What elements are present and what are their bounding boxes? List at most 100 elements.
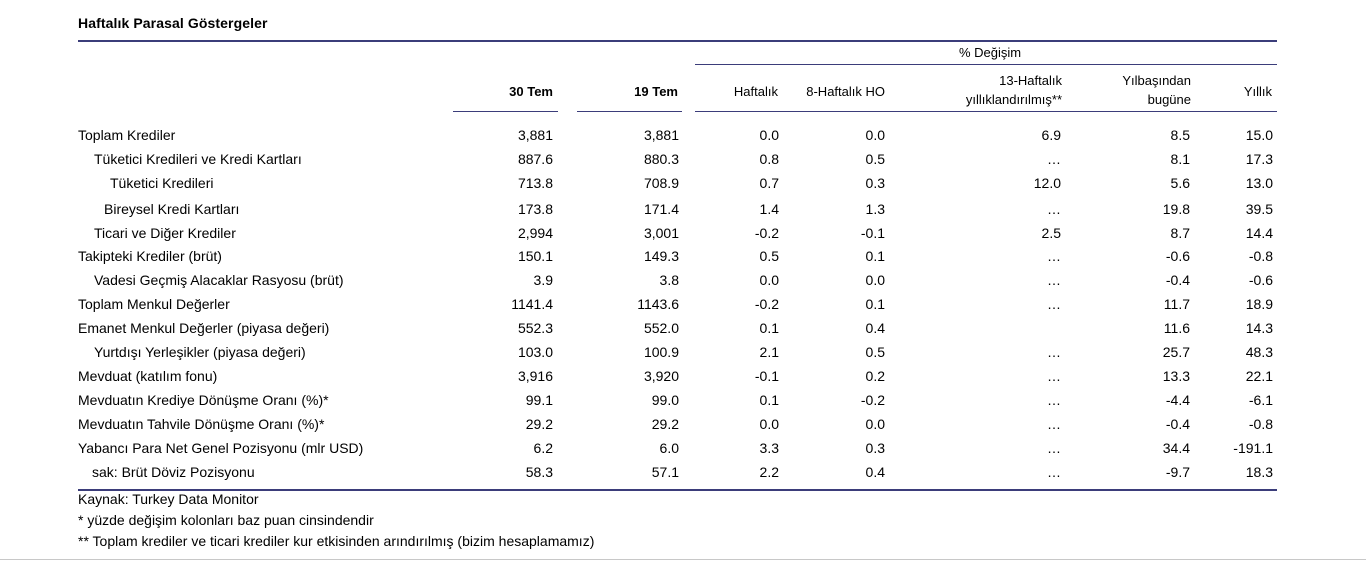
- table-row: Tüketici Kredileri 713.8 708.9 0.7 0.3 12.0 5.…: [0, 175, 1366, 195]
- table-row: Ticari ve Diğer Krediler 2,994 3,001 -0.2 -0…: [0, 225, 1366, 245]
- cell-ytd: 11.6: [1163, 320, 1190, 336]
- cell-v1: 3,881: [517, 127, 553, 143]
- cell-h8: 0.3: [865, 440, 885, 456]
- header-ytd-line1: Yılbaşından: [1122, 73, 1191, 88]
- row-label: Yabancı Para Net Genel Pozisyonu (mlr US…: [78, 440, 364, 456]
- cell-h8: -0.2: [860, 392, 885, 408]
- cell-w: -0.2: [754, 225, 779, 241]
- table-row: Bireysel Kredi Kartları 173.8 171.4 1.4 1.3 ……: [0, 201, 1366, 221]
- cell-h13: 12.0: [1033, 175, 1061, 191]
- cell-h8: 1.3: [865, 201, 885, 217]
- cell-y: 14.4: [1245, 225, 1273, 241]
- header-yillik: Yıllık: [1243, 84, 1272, 99]
- cell-v2: 171.4: [643, 201, 679, 217]
- cell-h8: -0.1: [860, 225, 885, 241]
- cell-y: 39.5: [1245, 201, 1273, 217]
- cell-h8: 0.1: [865, 296, 885, 312]
- cell-ytd: 34.4: [1162, 440, 1190, 456]
- cell-y: 14.3: [1245, 320, 1273, 336]
- table-row: Tüketici Kredileri ve Kredi Kartları 887.…: [0, 151, 1366, 171]
- cell-ytd: 13.3: [1162, 368, 1190, 384]
- cell-v2: 1143.6: [637, 296, 679, 312]
- cell-w: 0.7: [759, 175, 779, 191]
- cell-v2: 3,881: [643, 127, 679, 143]
- cell-ytd: 19.8: [1162, 201, 1190, 217]
- table-row: Yabancı Para Net Genel Pozisyonu (mlr US…: [0, 440, 1366, 460]
- cell-h13: 6.9: [1041, 127, 1061, 143]
- row-label: Vadesi Geçmiş Alacaklar Rasyosu (brüt): [94, 272, 344, 288]
- cell-w: 2.2: [759, 464, 779, 480]
- table-row: Vadesi Geçmiş Alacaklar Rasyosu (brüt) 3.…: [0, 272, 1366, 292]
- header-percent-change: % Değişim: [958, 45, 1022, 60]
- cell-h8: 0.1: [865, 248, 885, 264]
- header-underline-19tem: [577, 111, 682, 112]
- cell-w: 0.1: [759, 320, 779, 336]
- cell-h8: 0.0: [865, 272, 885, 288]
- cell-v2: 880.3: [643, 151, 679, 167]
- header-underline-change: [695, 111, 1277, 112]
- cell-h8: 0.5: [865, 151, 885, 167]
- cell-v2: 149.3: [643, 248, 679, 264]
- table-row: Mevduat (katılım fonu) 3,916 3,920 -0.1 0.2 ……: [0, 368, 1366, 388]
- cell-w: 0.8: [759, 151, 779, 167]
- cell-h8: 0.5: [865, 344, 885, 360]
- top-rule: [78, 40, 1277, 42]
- cell-h8: 0.4: [865, 320, 885, 336]
- cell-h13: …: [1047, 416, 1061, 432]
- cell-h13: …: [1047, 440, 1061, 456]
- cell-ytd: 25.7: [1162, 344, 1190, 360]
- cell-v1: 150.1: [517, 248, 553, 264]
- row-label: Mevduatın Krediye Dönüşme Oranı (%)*: [78, 392, 329, 408]
- cell-v1: 103.0: [517, 344, 553, 360]
- cell-y: 18.9: [1245, 296, 1273, 312]
- cell-h13: …: [1047, 151, 1061, 167]
- cell-v1: 2,994: [517, 225, 553, 241]
- header-30tem: 30 Tem: [509, 84, 553, 99]
- cell-w: 3.3: [759, 440, 779, 456]
- cell-h8: 0.4: [865, 464, 885, 480]
- cell-h8: 0.0: [865, 416, 885, 432]
- row-label: Toplam Menkul Değerler: [78, 296, 230, 312]
- cell-h13: …: [1047, 201, 1061, 217]
- cell-h13: …: [1047, 368, 1061, 384]
- cell-v2: 100.9: [643, 344, 679, 360]
- row-label: Tüketici Kredileri: [110, 175, 214, 191]
- cell-w: 0.1: [759, 392, 779, 408]
- cell-h8: 0.3: [865, 175, 885, 191]
- cell-v1: 3,916: [517, 368, 553, 384]
- cell-h13: …: [1047, 296, 1061, 312]
- table-row: Yurtdışı Yerleşikler (piyasa değeri) 103.…: [0, 344, 1366, 364]
- row-label: Mevduat (katılım fonu): [78, 368, 218, 384]
- table-row: sak: Brüt Döviz Pozisyonu 58.3 57.1 2.2 0.4 ……: [0, 464, 1366, 484]
- cell-v1: 552.3: [517, 320, 553, 336]
- row-label: Ticari ve Diğer Krediler: [94, 225, 236, 241]
- header-ytd-line2: bugüne: [1147, 92, 1191, 107]
- footnote-1: * yüzde değişim kolonları baz puan cinsi…: [78, 512, 374, 528]
- cell-v1: 713.8: [517, 175, 553, 191]
- cell-y: -0.8: [1248, 416, 1273, 432]
- page-bottom-border: [0, 559, 1366, 560]
- cell-h8: 0.0: [865, 127, 885, 143]
- cell-v2: 29.2: [651, 416, 679, 432]
- cell-w: 0.0: [759, 416, 779, 432]
- cell-y: -6.1: [1248, 392, 1273, 408]
- cell-w: 1.4: [759, 201, 779, 217]
- table-row: Toplam Menkul Değerler 1141.4 1143.6 -0.2 0.…: [0, 296, 1366, 316]
- cell-y: 13.0: [1245, 175, 1273, 191]
- cell-v2: 6.0: [659, 440, 679, 456]
- row-label: Mevduatın Tahvile Dönüşme Oranı (%)*: [78, 416, 325, 432]
- cell-v2: 3.8: [659, 272, 679, 288]
- header-19tem: 19 Tem: [634, 84, 678, 99]
- cell-ytd: -9.7: [1165, 464, 1190, 480]
- row-label: Yurtdışı Yerleşikler (piyasa değeri): [94, 344, 306, 360]
- cell-ytd: -4.4: [1165, 392, 1190, 408]
- cell-y: 15.0: [1245, 127, 1273, 143]
- cell-h8: 0.2: [865, 368, 885, 384]
- row-label: Takipteki Krediler (brüt): [78, 248, 222, 264]
- table-row: Mevduatın Tahvile Dönüşme Oranı (%)* 29.2…: [0, 416, 1366, 436]
- cell-y: 17.3: [1245, 151, 1273, 167]
- cell-ytd: 8.7: [1170, 225, 1190, 241]
- cell-w: 2.1: [759, 344, 779, 360]
- cell-h13: …: [1047, 464, 1061, 480]
- cell-v1: 99.1: [525, 392, 553, 408]
